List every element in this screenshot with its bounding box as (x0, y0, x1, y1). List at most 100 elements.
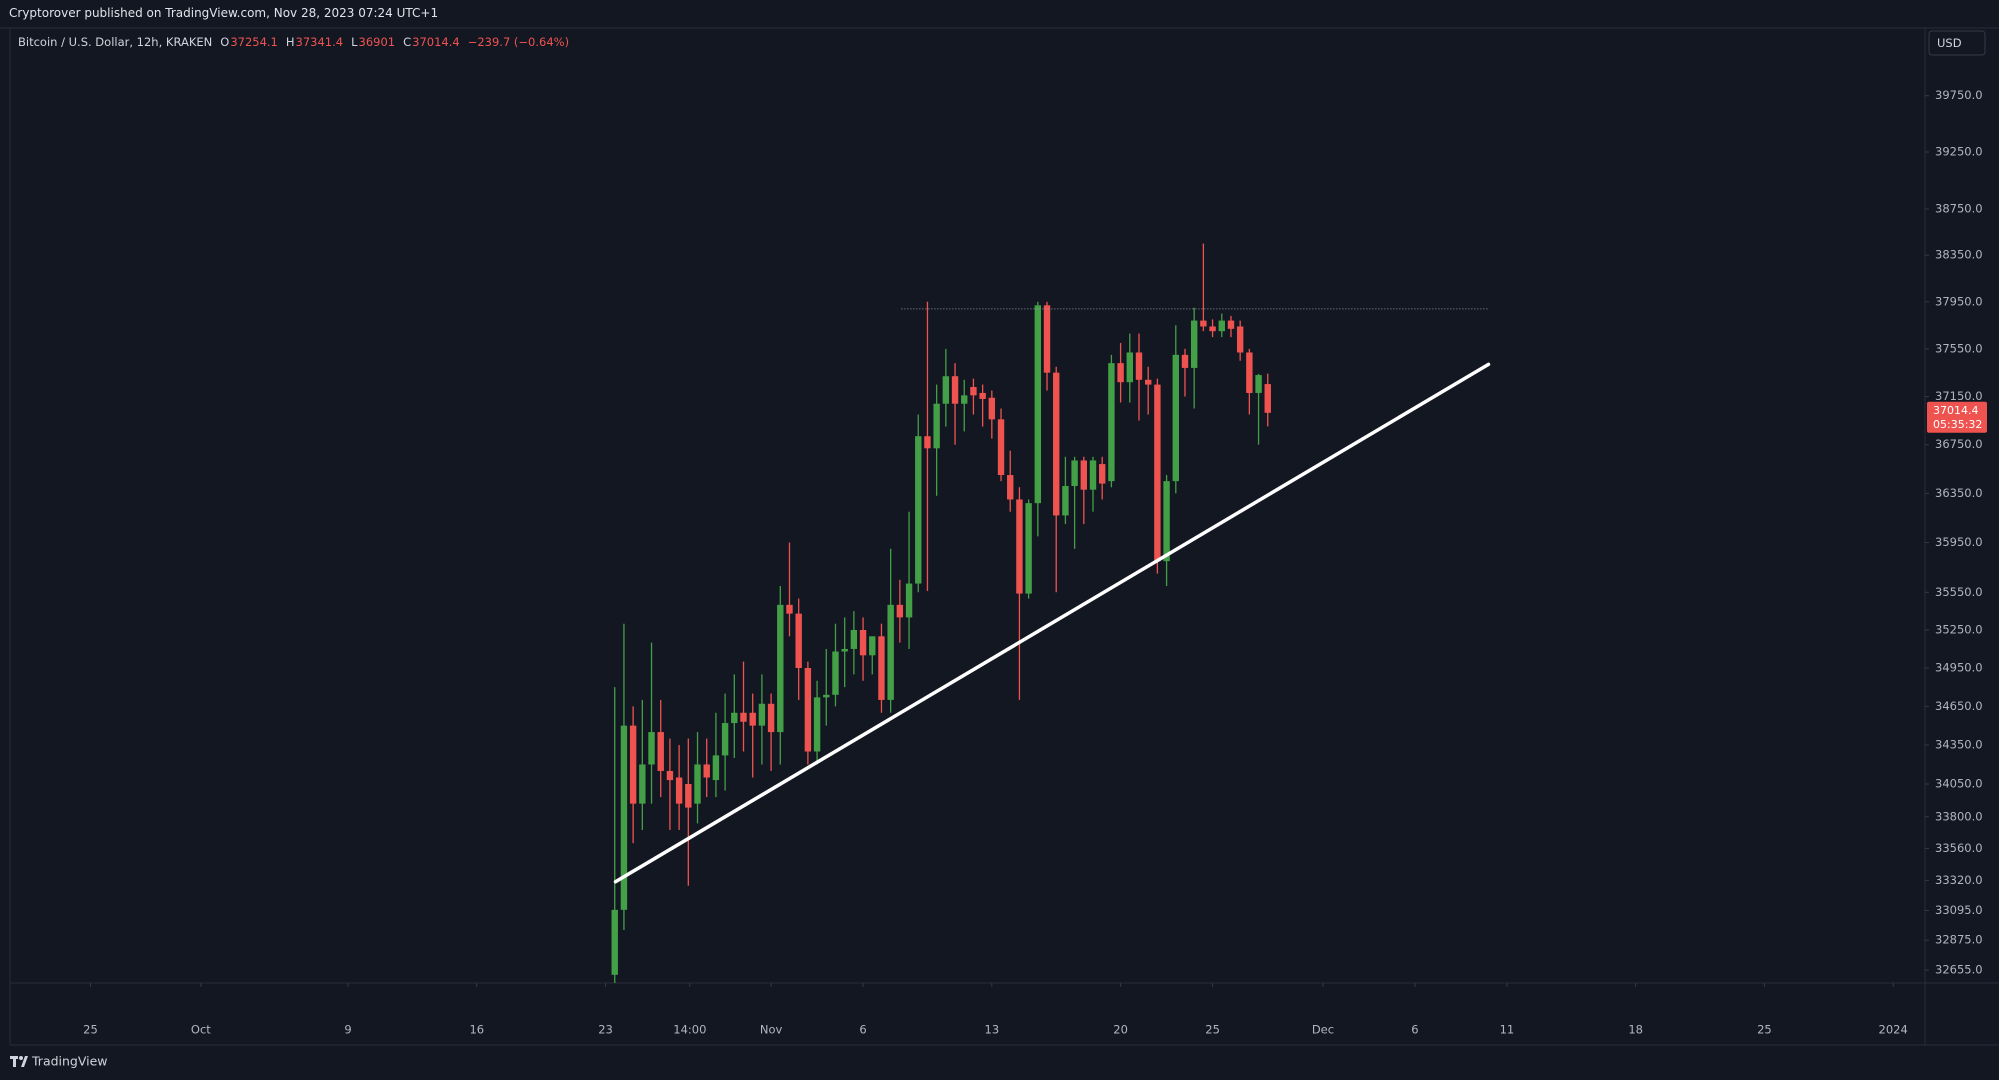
y-tick-label: 35950.0 (1935, 535, 1983, 549)
candle-body (1154, 384, 1161, 562)
y-tick-label: 32875.0 (1935, 933, 1983, 947)
high-letter: H (285, 35, 295, 49)
candle-body (997, 419, 1005, 476)
open-value: 37254.1 (230, 35, 278, 49)
y-tick-label: 38750.0 (1935, 202, 1983, 216)
y-tick-label: 33095.0 (1935, 903, 1983, 917)
published-line: Cryptorover published on TradingView.com… (9, 6, 439, 20)
candle-body (694, 764, 701, 804)
y-tick-label: 34050.0 (1935, 777, 1983, 791)
footer-logo: TradingView (31, 1054, 108, 1069)
candle-body (1200, 320, 1207, 327)
y-tick-label: 32655.0 (1935, 963, 1983, 977)
candle-body (703, 764, 710, 778)
candle-body (1135, 352, 1143, 380)
candle-body (1144, 379, 1152, 385)
candle-body (1172, 354, 1179, 482)
candle-body (712, 755, 720, 781)
candle-body (1016, 499, 1023, 594)
x-tick-label: 16 (469, 1023, 484, 1037)
candle-body (1218, 320, 1225, 332)
candle-body (786, 604, 793, 614)
candle-body (988, 397, 996, 420)
candle-body (795, 613, 802, 669)
candle-body (804, 668, 812, 752)
candle-body (1108, 363, 1115, 482)
x-tick-label: 2024 (1879, 1023, 1908, 1037)
x-tick-label: 25 (1757, 1023, 1772, 1037)
candle-body (896, 604, 904, 618)
candle-body (1062, 486, 1069, 516)
candle-body (721, 723, 729, 756)
y-tick-label: 35550.0 (1935, 585, 1983, 599)
candle-body (675, 777, 683, 804)
x-tick-label: 20 (1113, 1023, 1128, 1037)
candle-body (1099, 464, 1106, 484)
y-tick-label: 33560.0 (1935, 841, 1983, 855)
y-tick-label: 36350.0 (1935, 486, 1983, 500)
x-tick-label: 25 (83, 1023, 98, 1037)
x-tick-label: 13 (985, 1023, 1000, 1037)
candle-body (685, 784, 692, 808)
candle-body (869, 636, 876, 656)
legend: Bitcoin / U.S. Dollar, 12h, KRAKEN O 3725… (18, 35, 569, 49)
x-tick-label: 6 (859, 1023, 866, 1037)
candle-body (1025, 503, 1032, 594)
candle-body (740, 712, 747, 722)
y-tick-label: 34350.0 (1935, 738, 1983, 752)
y-tick-label: 34650.0 (1935, 699, 1983, 713)
candle-body (777, 604, 784, 733)
candle-body (915, 436, 922, 584)
candle-body (1181, 354, 1189, 368)
candle-body (620, 725, 628, 910)
symbol: Bitcoin / U.S. Dollar, 12h, KRAKEN (18, 35, 213, 49)
candle-body (1007, 475, 1014, 500)
candle-body (657, 732, 664, 771)
candle-body (832, 651, 839, 695)
candle-body (1089, 460, 1097, 490)
last-price-label: 37014.4 (1933, 404, 1979, 417)
y-tick-label: 33320.0 (1935, 873, 1983, 887)
candle-body (887, 604, 894, 700)
close-letter: C (403, 35, 412, 49)
candle-body (1227, 320, 1235, 329)
x-tick-label: 14:00 (673, 1023, 706, 1037)
candle-body (611, 909, 618, 975)
candle-body (813, 697, 821, 752)
candle-body (859, 629, 867, 656)
currency-button[interactable] (1928, 30, 1986, 56)
y-tick-label: 34950.0 (1935, 661, 1983, 675)
candle-body (1053, 372, 1060, 516)
candle-body (905, 583, 913, 618)
candle-body (961, 395, 968, 404)
y-tick-label: 38350.0 (1935, 248, 1983, 262)
x-tick-label: 18 (1628, 1023, 1643, 1037)
open-letter: O (220, 35, 230, 49)
x-tick-label: 25 (1205, 1023, 1220, 1037)
candle-body (1246, 352, 1253, 393)
y-tick-label: 36750.0 (1935, 437, 1983, 451)
trendline (613, 362, 1491, 884)
candle-body (979, 392, 986, 399)
x-tick-label: 11 (1500, 1023, 1515, 1037)
close-value: 37014.4 (412, 35, 460, 49)
high-value: 37341.4 (295, 35, 344, 49)
candle-body (823, 694, 830, 698)
close-field: C 37014.4 (403, 35, 460, 49)
candle-body (1117, 363, 1124, 383)
candle-body (758, 703, 766, 726)
candle-body (1209, 326, 1216, 332)
y-tick-label: 35250.0 (1935, 622, 1983, 636)
candle-body (970, 386, 977, 396)
candle-body (1080, 460, 1088, 490)
low-value: 36901 (358, 35, 396, 49)
candle-body (749, 712, 756, 726)
x-tick-label: 6 (1411, 1023, 1418, 1037)
x-tick-label: 9 (344, 1023, 351, 1037)
y-tick-label: 37950.0 (1935, 294, 1983, 308)
candle-body (850, 629, 858, 649)
candle-body (1126, 352, 1133, 383)
x-tick-label: 23 (598, 1023, 613, 1037)
candle-body (1190, 320, 1198, 368)
